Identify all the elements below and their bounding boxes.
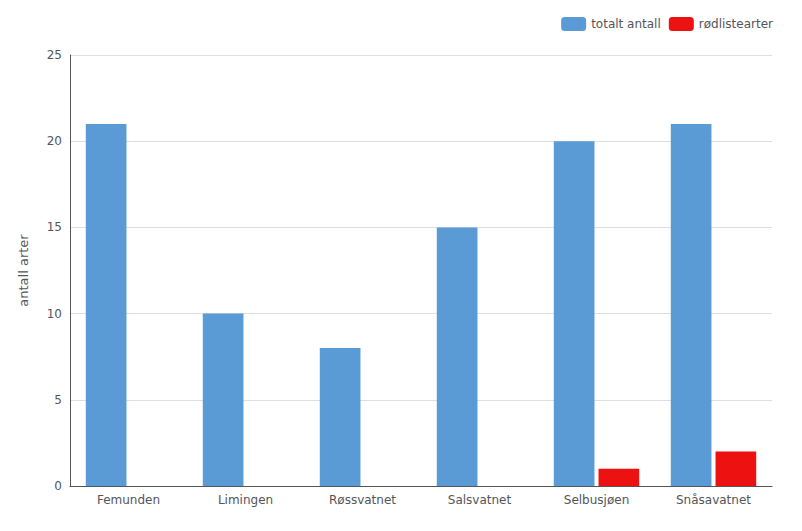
svg-text:totalt antall: totalt antall [591, 17, 661, 31]
svg-text:10: 10 [47, 307, 62, 321]
svg-text:0: 0 [54, 479, 62, 493]
svg-text:Femunden: Femunden [97, 493, 160, 507]
svg-text:Salsvatnet: Salsvatnet [448, 493, 512, 507]
svg-text:5: 5 [54, 393, 62, 407]
svg-text:Røssvatnet: Røssvatnet [329, 493, 396, 507]
svg-text:25: 25 [47, 48, 62, 62]
svg-text:Selbusjøen: Selbusjøen [564, 493, 629, 507]
svg-text:antall arter: antall arter [16, 234, 31, 307]
svg-text:15: 15 [47, 220, 62, 234]
svg-text:Snåsavatnet: Snåsavatnet [676, 493, 751, 507]
svg-text:Limingen: Limingen [218, 493, 273, 507]
svg-text:rødlistearter: rødlistearter [699, 17, 773, 31]
svg-text:20: 20 [47, 134, 62, 148]
